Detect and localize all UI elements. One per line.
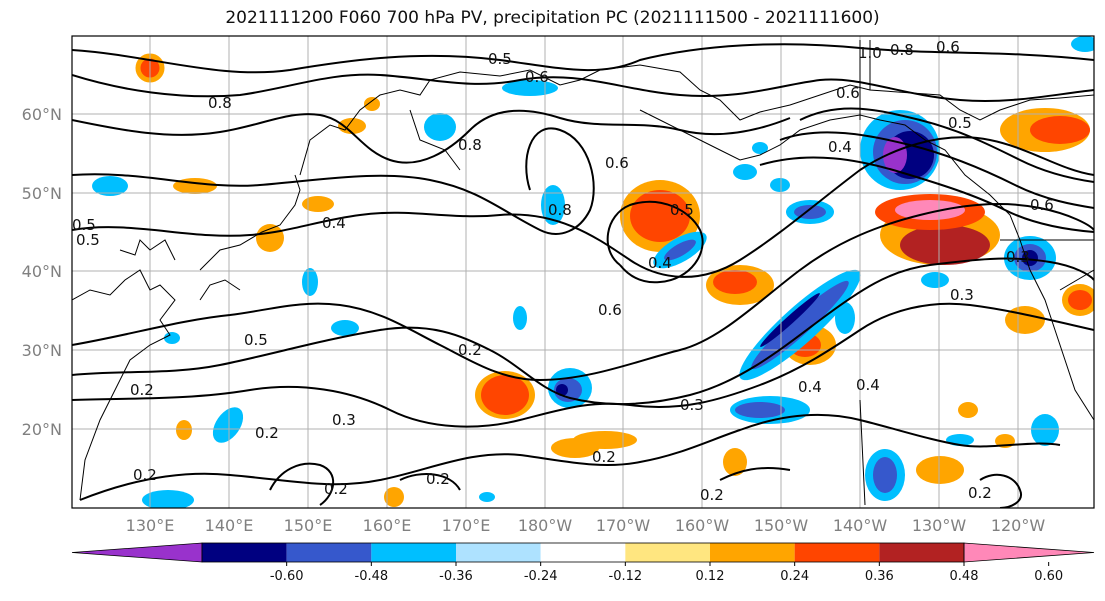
- contour-label: 0.2: [255, 424, 279, 442]
- colorbar-tick-label: -0.60: [270, 569, 304, 584]
- contour-label: 0.3: [680, 396, 704, 414]
- lon-label: 130°E: [126, 516, 175, 535]
- colorbar-tick-label: 0.48: [950, 569, 979, 584]
- contour-label: 0.6: [936, 38, 960, 56]
- contour-label: 0.5: [76, 231, 100, 249]
- lon-label: 140°E: [205, 516, 254, 535]
- colorbar-segment: [371, 543, 456, 562]
- colorbar-segment: [710, 543, 795, 562]
- contour-labels: 0.5 0.6 0.6 0.8 1.0 0.8 0.8 0.6 0.5 0.5 …: [72, 38, 1054, 504]
- map-title: 2021111200 F060 700 hPa PV, precipitatio…: [225, 8, 880, 28]
- colorbar-tick-label: -0.24: [524, 569, 558, 584]
- lat-label: 30°N: [22, 341, 62, 360]
- lon-label: 120°W: [991, 516, 1046, 535]
- lon-label: 180°W: [518, 516, 573, 535]
- contour-label: 0.4: [322, 214, 346, 232]
- lon-label: 130°W: [912, 516, 967, 535]
- pv-contours: [72, 43, 1094, 508]
- colorbar-segment: [540, 543, 626, 562]
- contour-label: 0.5: [670, 201, 694, 219]
- colorbar-tick-label: 0.36: [865, 569, 894, 584]
- contour-label: 0.6: [836, 84, 860, 102]
- colorbar-arrow-high: [963, 542, 1095, 563]
- lat-label: 20°N: [22, 420, 62, 439]
- coastlines: [72, 40, 1094, 506]
- contour-label: 0.3: [950, 286, 974, 304]
- lat-label: 40°N: [22, 262, 62, 281]
- lon-label: 170°E: [442, 516, 491, 535]
- contour-label: 0.2: [458, 341, 482, 359]
- contour-label: 0.4: [648, 254, 672, 272]
- contour-label: 0.6: [1030, 196, 1054, 214]
- colorbar-segment: [794, 543, 880, 562]
- contour-label: 0.2: [133, 466, 157, 484]
- lon-label: 160°W: [675, 516, 730, 535]
- contour-label: 0.2: [592, 448, 616, 466]
- colorbar-tick-label: -0.48: [355, 569, 389, 584]
- lon-label: 170°W: [596, 516, 651, 535]
- contour-label: 0.8: [890, 41, 914, 59]
- lat-label: 50°N: [22, 184, 62, 203]
- latitude-labels: 60°N 50°N 40°N 30°N 20°N: [22, 105, 62, 439]
- contour-label: 0.4: [828, 138, 852, 156]
- colorbar-segment: [286, 543, 372, 562]
- colorbar-segment: [202, 543, 287, 562]
- contour-label: 0.2: [324, 480, 348, 498]
- contour-label: 0.4: [798, 378, 822, 396]
- graticule: [72, 36, 1094, 508]
- contour-label: 0.6: [525, 68, 549, 86]
- contour-label: 0.6: [605, 154, 629, 172]
- precip-positive-shading: [135, 53, 1094, 507]
- contour-label: 0.2: [130, 381, 154, 399]
- contour-label: 0.8: [208, 94, 232, 112]
- contour-label: 0.5: [948, 114, 972, 132]
- contour-label: 0.3: [332, 411, 356, 429]
- map-frame: [71, 35, 1095, 509]
- lon-label: 150°E: [284, 516, 333, 535]
- contour-label: 1.0: [858, 44, 882, 62]
- colorbar-arrow-low: [71, 542, 203, 563]
- colorbar-outline: [201, 542, 965, 563]
- colorbar-tick-label: -0.12: [609, 569, 643, 584]
- colorbar: -0.60 -0.48 -0.36 -0.24 -0.12 0.12 0.24 0.36 0.4…: [71, 542, 1095, 584]
- contour-label: 0.3: [1006, 248, 1030, 266]
- precip-negative-shading: [92, 36, 1094, 508]
- colorbar-segment: [879, 543, 964, 562]
- lon-label: 150°W: [754, 516, 809, 535]
- contour-label: 0.6: [598, 301, 622, 319]
- contour-label: 0.5: [244, 331, 268, 349]
- lon-label: 140°W: [833, 516, 888, 535]
- contour-label: 0.2: [700, 486, 724, 504]
- longitude-labels: 130°E 140°E 150°E 160°E 170°E 180°W 170°…: [126, 516, 1046, 535]
- contour-label: 0.2: [426, 470, 450, 488]
- contour-label: 0.8: [458, 136, 482, 154]
- contour-label: 0.8: [548, 201, 572, 219]
- colorbar-tick-label: -0.36: [439, 569, 473, 584]
- contour-label: 0.5: [488, 50, 512, 68]
- colorbar-tick-label: 0.12: [696, 569, 725, 584]
- colorbar-tick-label: 0.24: [780, 569, 809, 584]
- contour-label: 0.4: [856, 376, 880, 394]
- contour-label: 0.5: [72, 216, 96, 234]
- contour-label: 0.2: [968, 484, 992, 502]
- lon-label: 160°E: [363, 516, 412, 535]
- lat-label: 60°N: [22, 105, 62, 124]
- colorbar-segment: [625, 543, 710, 562]
- colorbar-segment: [456, 543, 541, 562]
- colorbar-tick-label: 0.60: [1034, 569, 1063, 584]
